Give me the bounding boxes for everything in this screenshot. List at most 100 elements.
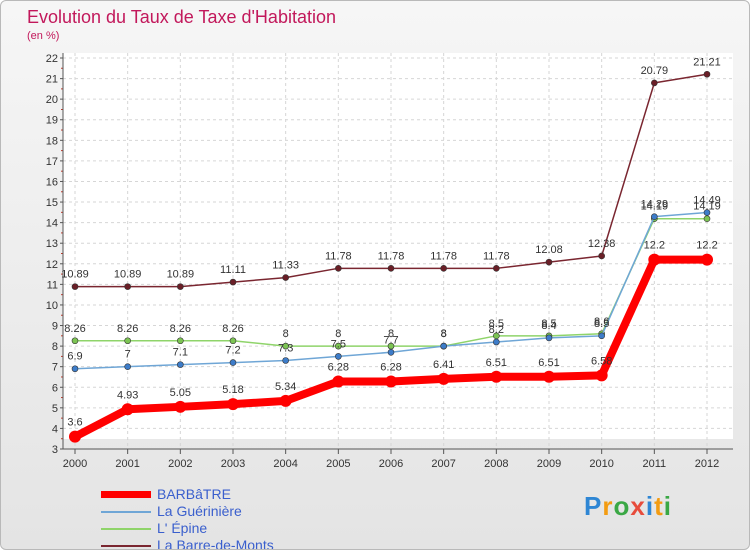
series-point-0 bbox=[279, 394, 292, 407]
x-tick-label: 2003 bbox=[221, 458, 245, 470]
logo-letter: i bbox=[645, 491, 655, 521]
data-label: 11.78 bbox=[378, 250, 405, 262]
data-label: 6.9 bbox=[67, 351, 82, 363]
data-label: 6.28 bbox=[328, 362, 349, 374]
data-label: 11.78 bbox=[325, 250, 352, 262]
y-tick-label: 15 bbox=[46, 197, 58, 209]
series-point-2 bbox=[124, 337, 131, 345]
data-label: 11.33 bbox=[272, 260, 299, 272]
series-point-1 bbox=[651, 213, 658, 220]
proxiti-logo: Proxiti bbox=[584, 491, 672, 522]
series-point-2 bbox=[282, 342, 289, 350]
data-label: 6.51 bbox=[486, 357, 507, 369]
data-label: 12.2 bbox=[644, 240, 665, 252]
legend-label: L' Épine bbox=[157, 520, 208, 536]
data-label: 6.28 bbox=[380, 362, 401, 374]
data-label: 6.41 bbox=[433, 359, 454, 371]
data-label: 8.5 bbox=[489, 318, 504, 330]
logo-letter: x bbox=[630, 491, 646, 521]
data-label: 20.79 bbox=[641, 65, 669, 77]
data-label: 10.89 bbox=[114, 269, 142, 281]
x-tick-label: 2009 bbox=[537, 458, 561, 470]
series-point-3 bbox=[598, 252, 605, 260]
y-tick-label: 17 bbox=[46, 156, 58, 168]
series-point-1 bbox=[545, 334, 553, 342]
data-label: 10.89 bbox=[61, 269, 89, 281]
series-point-3 bbox=[124, 283, 131, 290]
series-point-0 bbox=[648, 253, 661, 266]
series-point-0 bbox=[174, 400, 187, 413]
series-point-1 bbox=[177, 361, 184, 368]
logo-letter: P bbox=[584, 491, 603, 521]
x-tick-label: 2000 bbox=[63, 458, 87, 470]
data-label: 8.4 bbox=[541, 320, 556, 332]
data-label: 8 bbox=[388, 328, 394, 340]
series-point-1 bbox=[71, 365, 79, 373]
series-point-3 bbox=[651, 79, 658, 87]
series-point-3 bbox=[282, 274, 289, 281]
plot-area bbox=[63, 53, 733, 439]
logo-letter: o bbox=[613, 491, 631, 521]
data-label: 6.51 bbox=[538, 357, 559, 369]
legend-label: La Barre-de-Monts bbox=[157, 537, 274, 550]
data-label: 10.89 bbox=[167, 269, 195, 281]
data-label: 7.5 bbox=[331, 338, 346, 350]
x-tick-label: 2006 bbox=[379, 458, 403, 470]
series-point-2 bbox=[229, 337, 237, 345]
series-point-2 bbox=[177, 337, 184, 345]
x-tick-label: 2011 bbox=[643, 458, 667, 470]
data-label: 8 bbox=[283, 328, 289, 340]
y-tick-label: 13 bbox=[46, 238, 58, 250]
data-label: 3.6 bbox=[67, 417, 82, 429]
data-label: 8.26 bbox=[222, 323, 243, 335]
data-label: 21.21 bbox=[693, 56, 721, 68]
series-point-1 bbox=[493, 338, 500, 346]
data-label: 5.34 bbox=[275, 381, 296, 393]
data-label: 11.11 bbox=[220, 264, 246, 276]
legend-swatch bbox=[101, 528, 151, 530]
data-label: 11.78 bbox=[483, 250, 510, 262]
y-tick-label: 5 bbox=[52, 403, 58, 415]
y-tick-label: 11 bbox=[47, 279, 58, 291]
logo-letter: i bbox=[663, 491, 672, 521]
series-point-0 bbox=[69, 430, 81, 443]
y-tick-label: 10 bbox=[46, 300, 58, 312]
data-label: 6.58 bbox=[591, 355, 612, 367]
data-label: 8.5 bbox=[594, 318, 609, 330]
y-tick-label: 9 bbox=[52, 321, 58, 333]
series-point-2 bbox=[703, 215, 711, 223]
series-point-0 bbox=[332, 375, 345, 388]
series-point-1 bbox=[598, 332, 605, 340]
y-tick-label: 22 bbox=[46, 53, 58, 65]
series-point-0 bbox=[385, 375, 397, 388]
y-tick-label: 19 bbox=[46, 115, 58, 127]
series-point-3 bbox=[387, 265, 395, 272]
x-tick-label: 2005 bbox=[326, 458, 350, 470]
logo-letter: r bbox=[602, 491, 614, 521]
series-point-2 bbox=[335, 342, 342, 350]
series-point-0 bbox=[490, 370, 503, 383]
y-tick-label: 14 bbox=[46, 218, 58, 230]
data-label: 12.2 bbox=[696, 240, 717, 252]
series-point-3 bbox=[335, 265, 342, 272]
data-label: 4.93 bbox=[117, 389, 138, 401]
data-label: 8.5 bbox=[541, 318, 556, 330]
x-tick-label: 2012 bbox=[695, 458, 719, 470]
legend-label: BARBâTRE bbox=[157, 486, 231, 502]
series-point-0 bbox=[543, 370, 555, 383]
x-tick-label: 2007 bbox=[431, 458, 455, 470]
data-label: 7.2 bbox=[225, 345, 240, 357]
series-point-3 bbox=[71, 283, 79, 290]
data-label: 7.7 bbox=[383, 334, 398, 346]
y-tick-label: 6 bbox=[52, 382, 58, 394]
series-point-3 bbox=[177, 283, 184, 290]
legend-swatch bbox=[101, 491, 151, 498]
logo-letter: t bbox=[654, 491, 664, 521]
data-label: 7.3 bbox=[278, 343, 293, 355]
series-point-3 bbox=[703, 70, 711, 78]
chart-subtitle: (en %) bbox=[27, 30, 60, 42]
x-tick-label: 2010 bbox=[589, 458, 613, 470]
series-point-0 bbox=[437, 372, 450, 385]
legend-swatch bbox=[101, 545, 151, 547]
